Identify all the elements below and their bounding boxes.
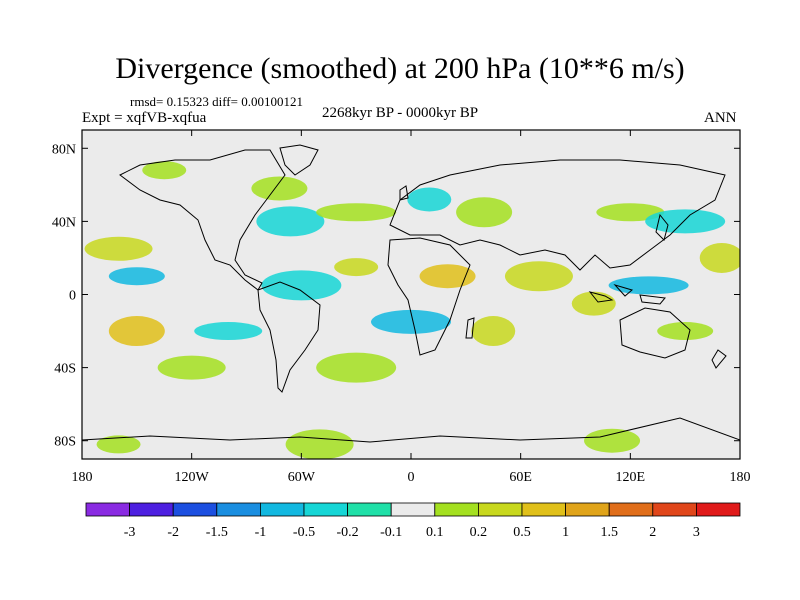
lat-tick-label: 80S [54, 435, 76, 450]
lon-tick-label: 0 [408, 470, 415, 485]
anomaly-region [108, 316, 165, 347]
colorbar-swatch [696, 502, 741, 517]
period-label: 2268kyr BP - 0000kyr BP [322, 105, 479, 121]
divergence-field [84, 161, 740, 459]
lat-tick-label: 80N [52, 142, 76, 157]
colorbar-swatch [347, 502, 392, 517]
colorbar-swatch [390, 502, 436, 517]
anomaly-region [285, 429, 354, 459]
colorbar-label: -1.5 [206, 525, 228, 540]
anomaly-region [96, 435, 141, 454]
anomaly-region [407, 187, 452, 212]
anomaly-region [371, 309, 451, 334]
colorbar-swatch [259, 502, 305, 517]
colorbar-label: 0.5 [513, 525, 531, 540]
season-label: ANN [704, 110, 737, 126]
lon-tick-label: 60E [509, 470, 532, 485]
colorbar-swatch [434, 502, 479, 517]
anomaly-region [142, 161, 187, 180]
anomaly-region [84, 236, 153, 261]
colorbar-swatch [303, 502, 348, 517]
colorbar-label: 1.5 [600, 525, 618, 540]
longitude-axis: 180 120W 60W 0 60E 120E 180 [72, 130, 751, 485]
anomaly-region [251, 176, 308, 201]
anomaly-region [657, 322, 714, 341]
anomaly-region [571, 291, 616, 316]
colorbar-label: 0.2 [470, 525, 488, 540]
anomaly-region [504, 261, 573, 292]
anomaly-region [108, 267, 165, 286]
colorbar-label: 1 [562, 525, 569, 540]
colorbar-swatch [521, 502, 566, 517]
latitude-axis: 80N 40N 0 40S 80S [52, 142, 740, 450]
anomaly-region [316, 203, 397, 222]
anomaly-region [584, 428, 641, 453]
colorbar-swatch [172, 502, 218, 517]
anomaly-region [596, 203, 665, 222]
colorbar-swatch [216, 502, 261, 517]
colorbar-label: -0.2 [337, 525, 359, 540]
anomaly-region [157, 355, 226, 380]
anomaly-region [608, 276, 689, 295]
colorbar-label: 2 [649, 525, 656, 540]
colorbar-swatch [85, 502, 130, 517]
colorbar-label: 0.1 [426, 525, 444, 540]
anomaly-region [419, 264, 476, 289]
colorbar-swatch [477, 502, 523, 517]
lon-tick-label: 120W [175, 470, 210, 485]
anomaly-region [456, 197, 513, 228]
lon-tick-label: 180 [730, 470, 751, 485]
lat-tick-label: 40N [52, 215, 76, 230]
anomaly-region [256, 206, 325, 237]
anomaly-region [261, 270, 342, 301]
colorbar-label: 3 [693, 525, 700, 540]
anomaly-region [334, 258, 379, 277]
lat-tick-label: 40S [54, 362, 76, 377]
colorbar-swatch [608, 502, 654, 517]
lon-tick-label: 60W [288, 470, 316, 485]
anomaly-region [194, 322, 263, 341]
anomaly-region [645, 209, 726, 234]
colorbar-label: -0.5 [293, 525, 315, 540]
map-background [82, 130, 740, 459]
rmsd-diff-stats: rmsd= 0.15323 diff= 0.00100121 [130, 94, 303, 109]
colorbar-label: -2 [167, 525, 179, 540]
colorbar-swatch [565, 502, 610, 517]
anomaly-region [699, 242, 740, 273]
plot-title: Divergence (smoothed) at 200 hPa (10**6 … [115, 52, 685, 85]
coastlines [82, 144, 740, 443]
anomaly-region [471, 316, 516, 347]
anomaly-region [316, 352, 397, 383]
colorbar-label: -3 [124, 525, 136, 540]
experiment-label: Expt = xqfVB-xqfua [82, 110, 207, 126]
lon-tick-label: 180 [72, 470, 93, 485]
colorbar-swatch [129, 502, 174, 517]
colorbar-label: -0.1 [380, 525, 402, 540]
colorbar: -3 -2 -1.5 -1 -0.5 -0.2 -0.1 0.1 0.2 0.5 1 1.5 2 3 [85, 502, 741, 540]
lon-tick-label: 120E [616, 470, 646, 485]
colorbar-swatch [652, 502, 697, 517]
colorbar-label: -1 [255, 525, 267, 540]
lat-tick-label: 0 [69, 289, 76, 304]
